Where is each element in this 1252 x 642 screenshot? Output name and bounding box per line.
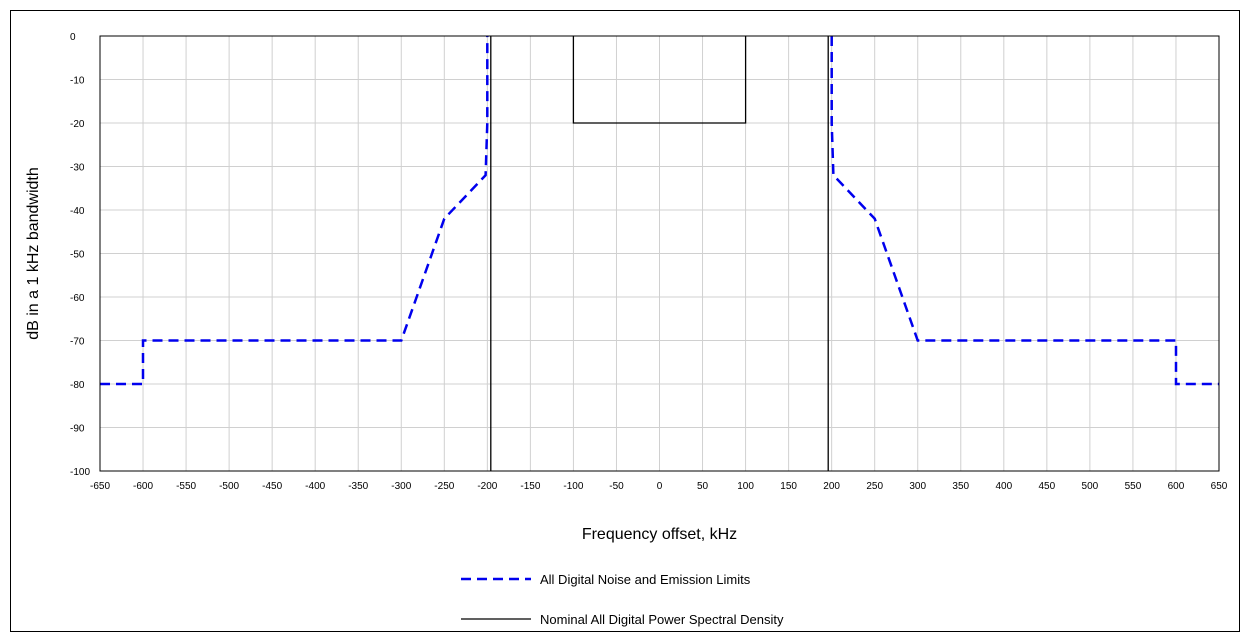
x-tick-label: -500 bbox=[219, 481, 239, 492]
x-tick-label: -300 bbox=[391, 481, 411, 492]
x-tick-label: 500 bbox=[1082, 481, 1099, 492]
x-tick-label: -400 bbox=[305, 481, 325, 492]
x-tick-label: 450 bbox=[1039, 481, 1056, 492]
y-tick-label: -80 bbox=[70, 380, 85, 391]
x-tick-label: -100 bbox=[563, 481, 583, 492]
y-tick-label: 0 bbox=[70, 32, 76, 43]
x-tick-label: 250 bbox=[866, 481, 883, 492]
x-tick-label: 200 bbox=[823, 481, 840, 492]
y-tick-label: -60 bbox=[70, 293, 85, 304]
series-line-emission-limits bbox=[100, 36, 1219, 386]
y-tick-label: -10 bbox=[70, 76, 85, 87]
series-line-power-spectral-density bbox=[490, 36, 829, 471]
legend-label-power-spectral-density: Nominal All Digital Power Spectral Densi… bbox=[540, 612, 784, 627]
x-tick-label: 350 bbox=[952, 481, 969, 492]
x-tick-label: -200 bbox=[477, 481, 497, 492]
x-tick-label: -550 bbox=[176, 481, 196, 492]
x-axis-title: Frequency offset, kHz bbox=[582, 526, 737, 543]
x-tick-label: -250 bbox=[434, 481, 454, 492]
x-tick-labels: -650 -600 -550 -500 -450 -400 -350 -300 -250 -200… bbox=[90, 481, 1228, 492]
x-tick-label: -450 bbox=[262, 481, 282, 492]
x-tick-label: 150 bbox=[780, 481, 797, 492]
x-tick-label: 400 bbox=[995, 481, 1012, 492]
x-tick-label: 600 bbox=[1168, 481, 1185, 492]
x-tick-label: -350 bbox=[348, 481, 368, 492]
x-tick-label: 650 bbox=[1211, 481, 1228, 492]
y-tick-labels: 0 -10 -20 -30 -40 -50 -60 -70 -80 -90 -100 bbox=[70, 32, 90, 478]
series-group bbox=[100, 36, 1219, 471]
y-tick-label: -90 bbox=[70, 424, 85, 435]
y-tick-label: -30 bbox=[70, 163, 85, 174]
y-axis-title: dB in a 1 kHz bandwidth bbox=[25, 167, 42, 340]
grid bbox=[99, 35, 1220, 472]
x-tick-label: -650 bbox=[90, 481, 110, 492]
plot-area-border bbox=[99, 35, 1220, 472]
x-tick-label: -50 bbox=[609, 481, 624, 492]
x-tick-label: 550 bbox=[1125, 481, 1142, 492]
y-tick-label: -50 bbox=[70, 250, 85, 261]
chart-frame: -650 -600 -550 -500 -450 -400 -350 -300 -250 -200… bbox=[10, 10, 1240, 632]
legend-label-emission-limits: All Digital Noise and Emission Limits bbox=[540, 572, 751, 587]
legend: All Digital Noise and Emission Limits No… bbox=[461, 572, 784, 627]
y-tick-label: -40 bbox=[70, 206, 85, 217]
y-tick-label: -20 bbox=[70, 119, 85, 130]
y-tick-label: -100 bbox=[70, 467, 90, 478]
x-tick-label: -150 bbox=[520, 481, 540, 492]
x-tick-label: 300 bbox=[909, 481, 926, 492]
emission-mask-chart: -650 -600 -550 -500 -450 -400 -350 -300 -250 -200… bbox=[25, 32, 1228, 627]
x-tick-label: 0 bbox=[657, 481, 663, 492]
x-tick-label: 50 bbox=[697, 481, 709, 492]
x-tick-label: 100 bbox=[737, 481, 754, 492]
y-tick-label: -70 bbox=[70, 337, 85, 348]
x-tick-label: -600 bbox=[133, 481, 153, 492]
